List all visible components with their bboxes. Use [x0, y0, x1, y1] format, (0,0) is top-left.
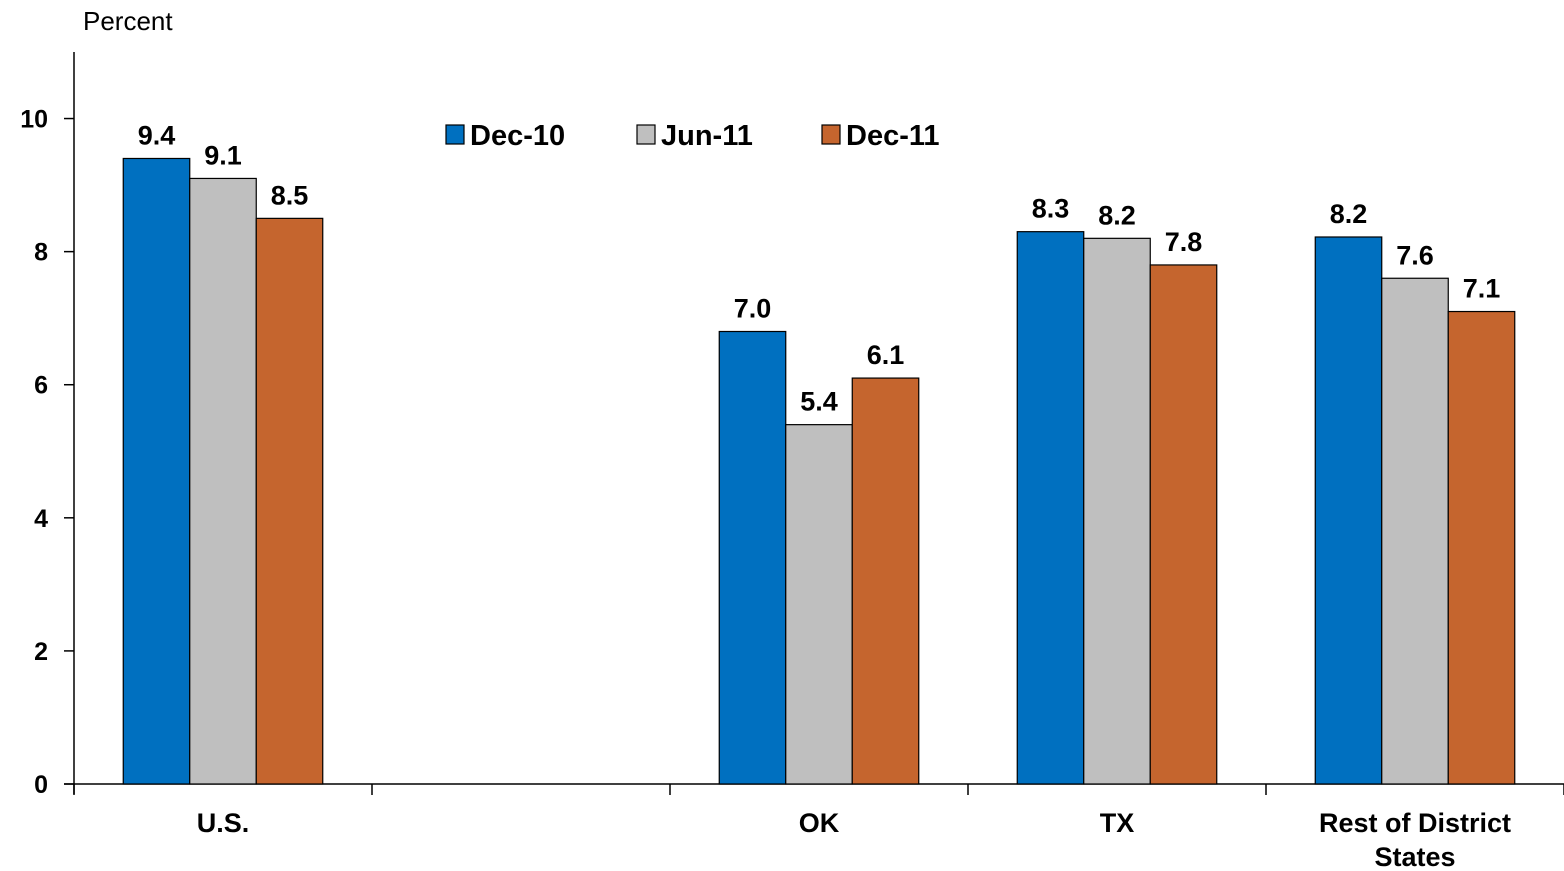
x-tick-label: TX — [1100, 808, 1135, 838]
legend-swatch — [821, 124, 841, 145]
data-label: 8.2 — [1330, 199, 1368, 229]
bar — [122, 157, 191, 785]
legend-label: Dec-10 — [470, 120, 565, 152]
bar — [851, 377, 920, 785]
bar — [189, 177, 257, 785]
bar — [255, 217, 324, 785]
bar — [1083, 237, 1151, 785]
data-label: 8.3 — [1032, 194, 1070, 224]
data-label: 6.1 — [867, 340, 905, 370]
bar — [785, 424, 853, 785]
y-tick-label: 6 — [34, 372, 48, 400]
data-label: 8.2 — [1098, 200, 1136, 230]
data-label: 7.6 — [1396, 240, 1434, 270]
y-axis-title: Percent — [83, 6, 173, 36]
bar — [1447, 310, 1516, 785]
data-label: 9.4 — [138, 120, 176, 150]
legend-swatch — [445, 124, 465, 145]
legend-label: Jun-11 — [661, 120, 753, 152]
y-tick-label: 4 — [34, 505, 48, 533]
y-tick-label: 8 — [34, 239, 48, 267]
bar — [1314, 236, 1383, 785]
y-tick-label: 2 — [34, 638, 48, 666]
y-tick-label: 0 — [34, 771, 48, 799]
data-label: 7.8 — [1165, 227, 1203, 257]
data-label: 8.5 — [271, 180, 309, 210]
y-tick-label: 10 — [20, 106, 48, 134]
data-label: 7.0 — [734, 293, 772, 323]
bar — [1381, 277, 1449, 785]
bar — [1016, 231, 1085, 785]
x-tick-label: Rest of District States — [1319, 808, 1511, 871]
legend-label: Dec-11 — [846, 120, 940, 152]
data-label: 9.1 — [204, 140, 242, 170]
data-label: 5.4 — [800, 387, 838, 417]
x-tick-label: OK — [799, 808, 840, 838]
bar — [718, 330, 787, 785]
data-label: 7.1 — [1463, 274, 1501, 304]
bar — [1149, 264, 1218, 785]
legend-swatch — [636, 124, 656, 145]
x-tick-label: U.S. — [197, 808, 250, 838]
